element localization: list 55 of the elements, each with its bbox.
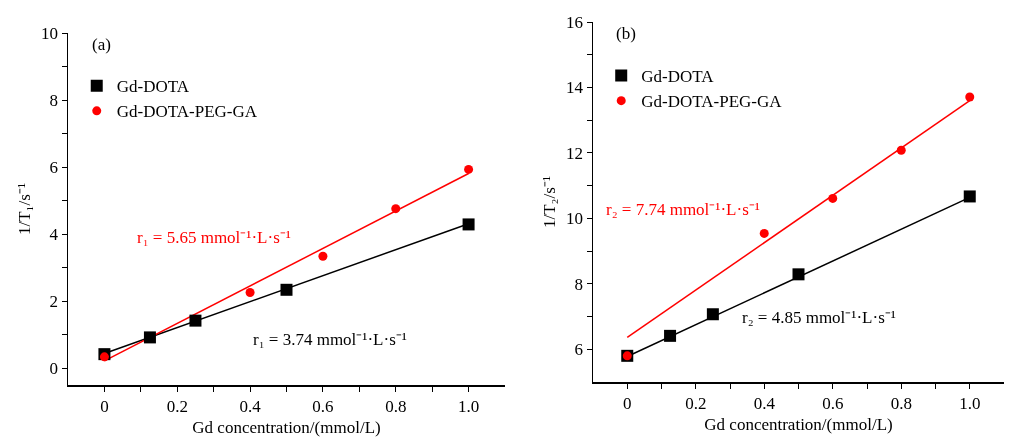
- y-tick-label: 16: [566, 12, 584, 32]
- x-tick-label: 1.0: [457, 396, 480, 416]
- x-tick-label: 0.2: [685, 393, 707, 413]
- x-tick-label: 0.8: [890, 393, 912, 413]
- point: [462, 218, 475, 231]
- x-tick-label: 0.2: [166, 396, 188, 416]
- y-tick-label: 2: [49, 292, 59, 312]
- legend-label: Gd-DOTA-PEG-GA: [641, 92, 783, 112]
- annotation: r₂ = 4.85 mmol⁻¹·L·s⁻¹: [742, 308, 896, 327]
- y-axis-title: 1/T₁/s⁻¹: [14, 183, 34, 235]
- y-axis-title: 1/T₂/s⁻¹: [539, 176, 559, 228]
- annotation: (b): [616, 24, 636, 43]
- y-tick-label: 4: [49, 225, 59, 245]
- point: [318, 251, 328, 261]
- x-tick-label: 0: [623, 393, 632, 413]
- point: [828, 193, 838, 203]
- point: [792, 268, 805, 281]
- annotation: r₁ = 3.74 mmol⁻¹·L·s⁻¹: [253, 330, 407, 349]
- x-axis-title: Gd concentration/(mmol/L): [704, 415, 893, 435]
- y-tick-label: 10: [41, 23, 59, 43]
- legend-label: Gd-DOTA-PEG-GA: [116, 102, 258, 122]
- y-tick-label: 14: [566, 78, 584, 98]
- point: [464, 164, 474, 174]
- x-tick-label: 0.4: [753, 393, 776, 413]
- legend-label: Gd-DOTA: [641, 67, 715, 87]
- y-tick-label: 8: [574, 274, 584, 294]
- annotation: r₂ = 7.74 mmol⁻¹·L·s⁻¹: [606, 200, 760, 219]
- y-tick-label: 6: [49, 158, 59, 178]
- point: [965, 92, 975, 102]
- point: [280, 283, 293, 296]
- point: [99, 352, 109, 362]
- point: [664, 329, 677, 342]
- y-tick-label: 8: [49, 91, 59, 110]
- point: [896, 145, 906, 155]
- point: [759, 228, 769, 238]
- y-tick-label: 12: [566, 143, 584, 163]
- x-tick-label: 0.4: [239, 396, 262, 416]
- x-tick-label: 0.8: [385, 396, 407, 416]
- x-axis-title: Gd concentration/(mmol/L): [192, 418, 381, 438]
- y-tick-label: 0: [49, 359, 59, 379]
- annotation: r₁ = 5.65 mmol⁻¹·L·s⁻¹: [137, 228, 291, 247]
- legend-label: Gd-DOTA: [116, 77, 190, 97]
- annotation: (a): [92, 35, 111, 54]
- point: [963, 190, 976, 203]
- x-tick-label: 0.6: [822, 393, 844, 413]
- point: [245, 287, 255, 297]
- point: [706, 308, 719, 321]
- y-tick-label: 10: [566, 209, 584, 229]
- point: [189, 314, 202, 327]
- x-tick-label: 1.0: [959, 393, 981, 413]
- x-tick-label: 0.6: [312, 396, 334, 416]
- point: [391, 204, 401, 214]
- point: [143, 331, 156, 344]
- y-tick-label: 6: [574, 340, 584, 360]
- x-tick-label: 0: [100, 396, 109, 416]
